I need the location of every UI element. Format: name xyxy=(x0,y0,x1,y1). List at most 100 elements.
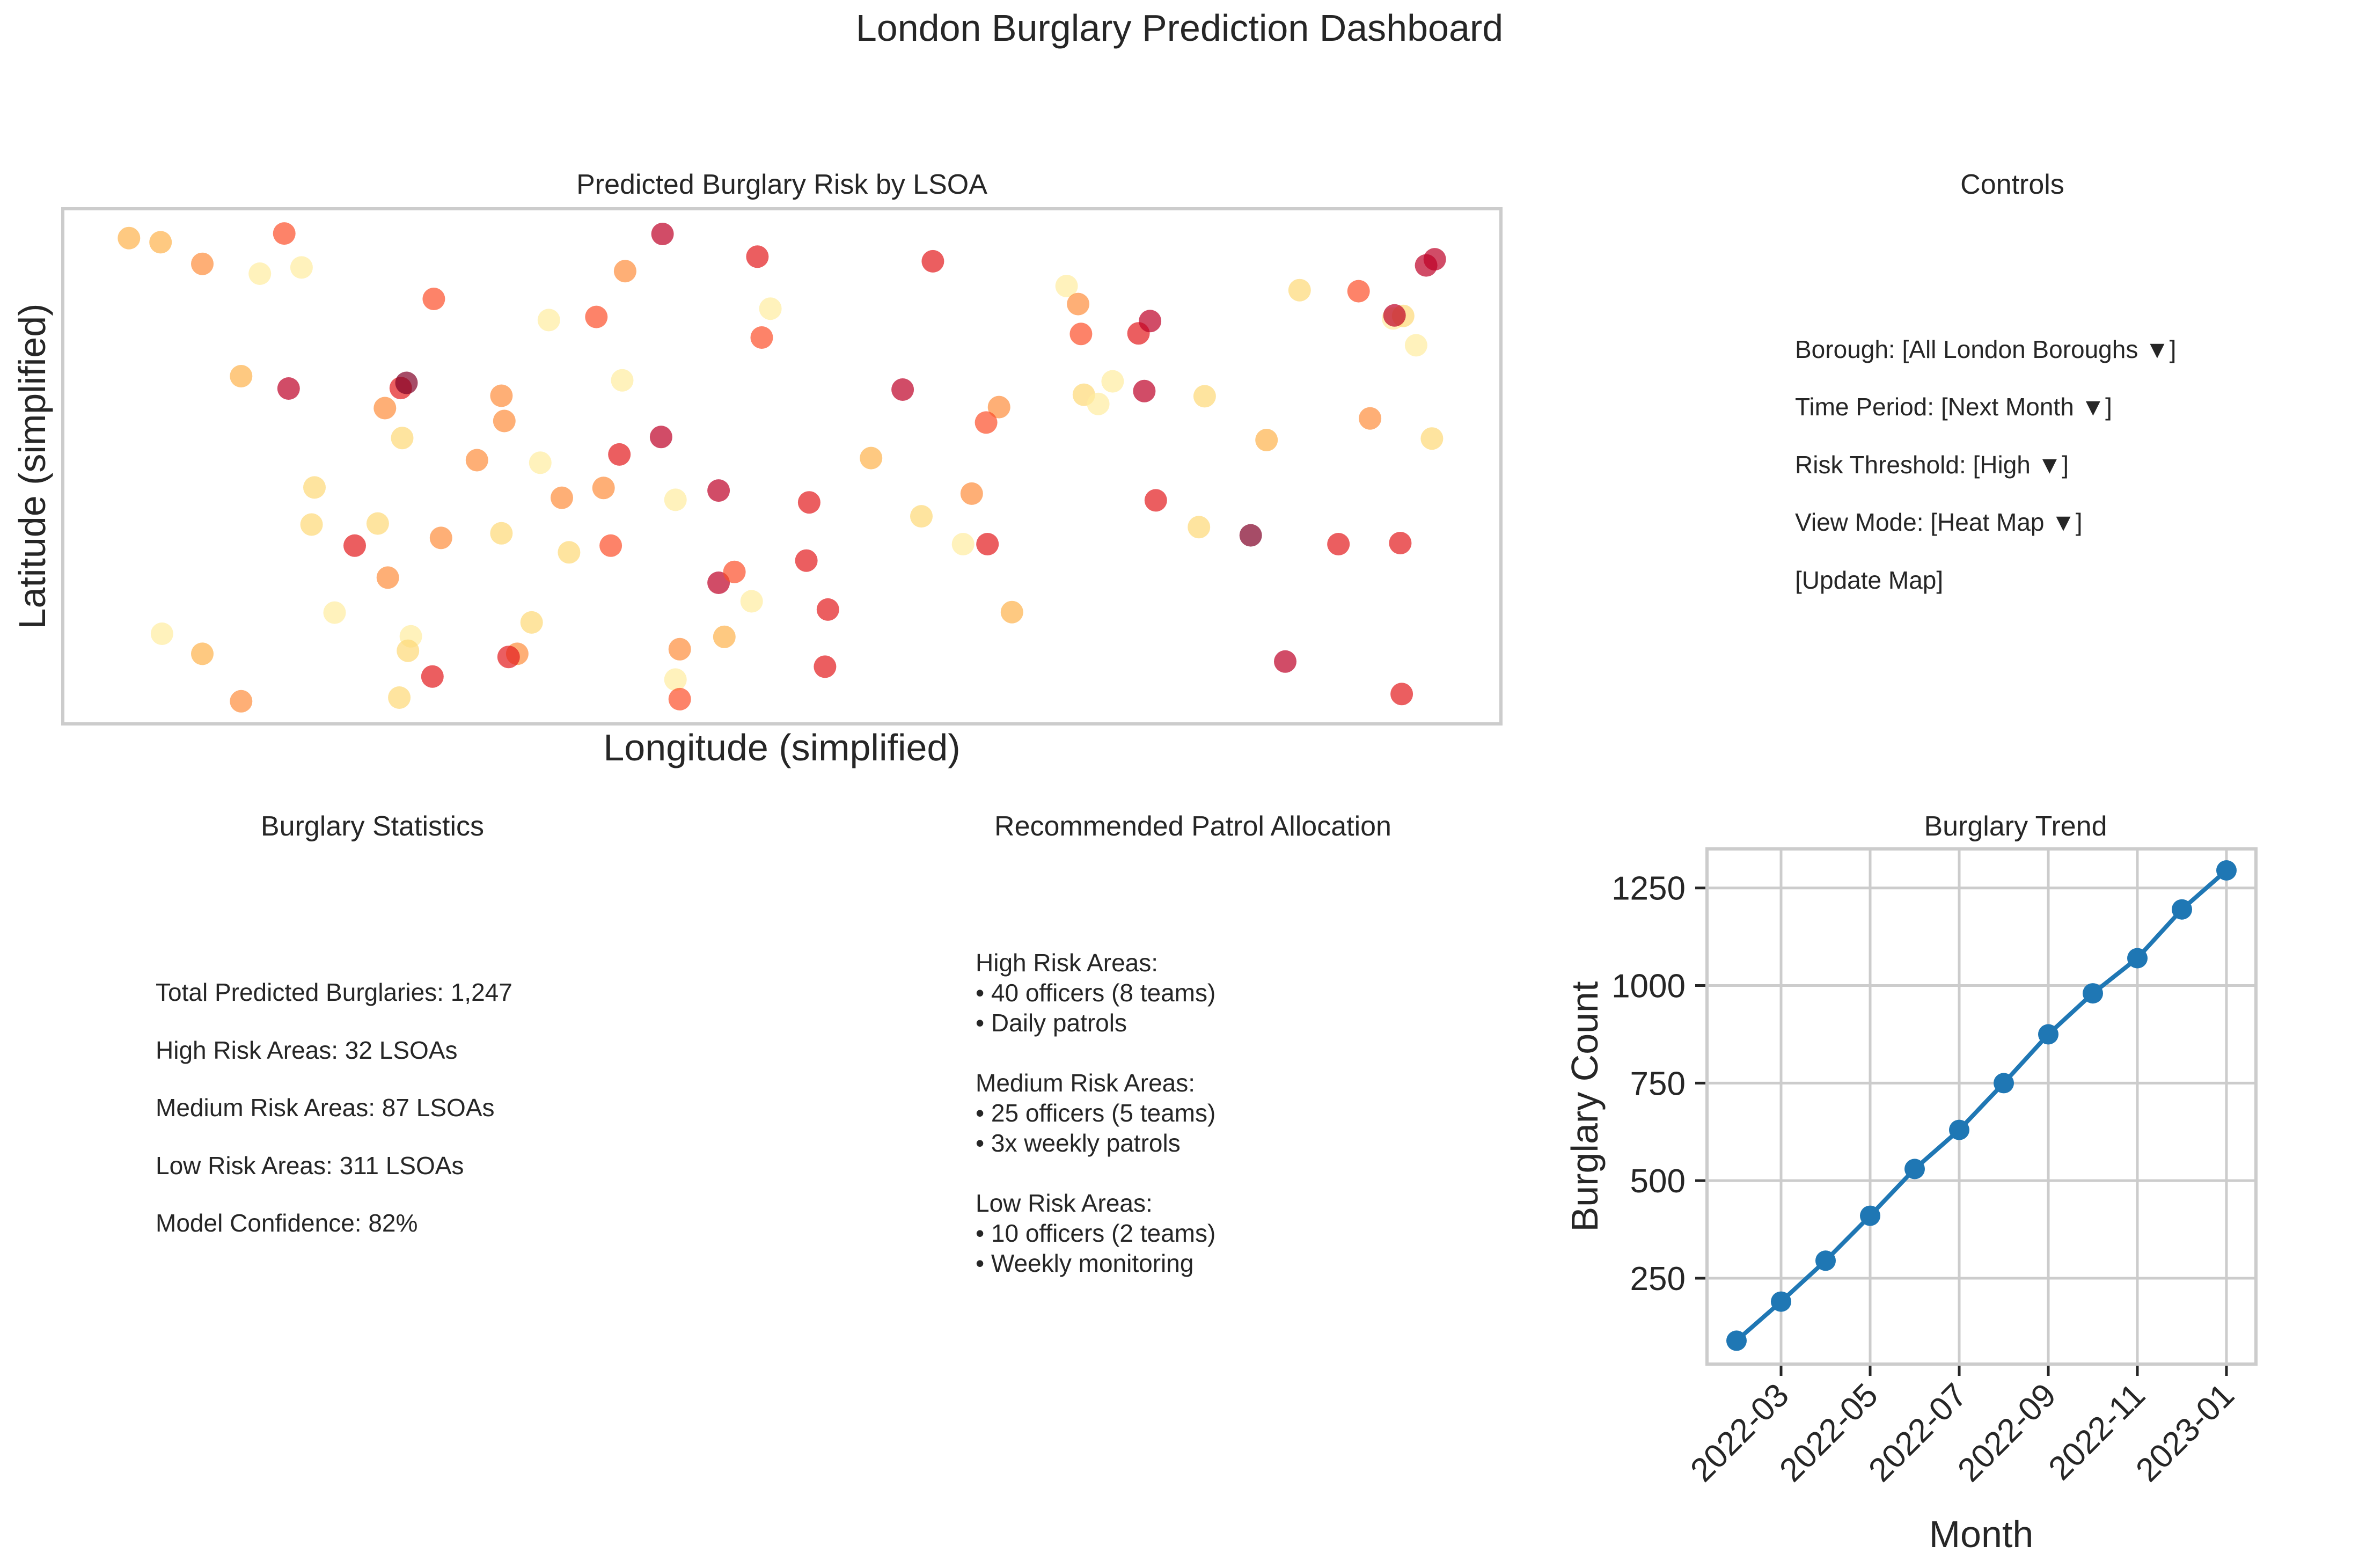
risk-point xyxy=(1000,600,1023,624)
risk-point xyxy=(1193,385,1216,408)
risk-point xyxy=(397,639,420,662)
risk-map-frame xyxy=(61,207,1503,726)
risk-point xyxy=(118,226,141,250)
trend-ytick-label: 1250 xyxy=(1611,870,1686,907)
risk-point xyxy=(592,477,615,500)
risk-point xyxy=(1055,275,1078,297)
risk-map-xlabel: Longitude (simplified) xyxy=(603,727,960,768)
trend-point xyxy=(2216,860,2237,881)
dashboard-title: London Burglary Prediction Dashboard xyxy=(855,7,1504,49)
stat-total-predicted: Total Predicted Burglaries: 1,247 xyxy=(156,978,512,1006)
risk-point xyxy=(1327,533,1350,555)
risk-point xyxy=(1415,254,1438,277)
update-map-button[interactable]: [Update Map] xyxy=(1795,566,1944,594)
patrol-allocation-text: High Risk Areas: • 40 officers (8 teams)… xyxy=(976,949,1216,1277)
risk-point xyxy=(1188,516,1211,539)
stat-high-risk: High Risk Areas: 32 LSOAs xyxy=(156,1036,458,1064)
trend-title: Burglary Trend xyxy=(1924,811,2107,842)
trend-point xyxy=(1949,1119,1969,1140)
risk-point xyxy=(1255,429,1278,451)
trend-point xyxy=(2038,1024,2058,1045)
risk-point xyxy=(668,638,691,661)
risk-point xyxy=(490,522,513,545)
risk-point xyxy=(746,245,769,268)
risk-point xyxy=(816,598,839,621)
risk-point xyxy=(1347,280,1370,303)
risk-point xyxy=(373,397,397,420)
risk-point xyxy=(191,642,214,665)
stat-low-risk: Low Risk Areas: 311 LSOAs xyxy=(156,1152,464,1179)
risk-point xyxy=(910,505,933,528)
risk-point xyxy=(1404,334,1427,357)
risk-point xyxy=(951,533,975,555)
risk-point xyxy=(1274,650,1296,673)
risk-point xyxy=(191,252,214,275)
trend-point xyxy=(1771,1291,1791,1312)
risk-point xyxy=(551,486,573,509)
trend-ylabel: Burglary Count xyxy=(1564,981,1606,1232)
risk-point xyxy=(960,482,983,505)
risk-point xyxy=(750,326,773,349)
risk-point xyxy=(921,250,944,273)
risk-point xyxy=(797,491,820,514)
borough-dropdown[interactable]: Borough: [All London Boroughs ▼] xyxy=(1795,335,2177,363)
risk-point xyxy=(1139,310,1162,333)
risk-point xyxy=(585,305,608,328)
patrol-title: Recommended Patrol Allocation xyxy=(994,811,1391,842)
trend-point xyxy=(1726,1330,1747,1351)
risk-point xyxy=(987,395,1010,419)
risk-point xyxy=(664,488,687,511)
risk-point xyxy=(277,377,300,400)
risk-point xyxy=(707,479,730,502)
risk-point xyxy=(975,411,998,434)
trend-line xyxy=(1735,868,2228,1343)
view-mode-dropdown[interactable]: View Mode: [Heat Map ▼] xyxy=(1795,508,2083,536)
risk-point xyxy=(493,409,516,433)
trend-xtick-label: 2022-05 xyxy=(1772,1376,1885,1489)
trend-xtick-label: 2022-11 xyxy=(2041,1376,2152,1487)
risk-point xyxy=(668,687,691,710)
risk-point xyxy=(1383,304,1406,327)
risk-point xyxy=(376,566,399,589)
risk-point xyxy=(713,625,736,648)
risk-point xyxy=(1069,323,1093,346)
risk-point xyxy=(529,451,552,474)
risk-threshold-dropdown[interactable]: Risk Threshold: [High ▼] xyxy=(1795,451,2069,479)
risk-point xyxy=(343,534,366,557)
risk-point xyxy=(395,371,418,394)
risk-point xyxy=(1144,489,1167,512)
risk-point xyxy=(814,655,837,678)
trend-point xyxy=(2083,983,2103,1004)
risk-point xyxy=(490,384,513,407)
risk-point xyxy=(303,476,326,499)
risk-point xyxy=(608,443,631,466)
risk-point xyxy=(422,288,445,310)
trend-series xyxy=(1726,860,2237,1351)
trend-xtick-label: 2023-01 xyxy=(2129,1376,2241,1489)
risk-point xyxy=(1288,279,1311,302)
trend-point xyxy=(1815,1250,1836,1271)
risk-point xyxy=(860,446,883,470)
risk-point xyxy=(611,369,634,392)
trend-xtick-label: 2022-09 xyxy=(1951,1376,2063,1489)
trend-point xyxy=(1994,1073,2014,1094)
risk-point xyxy=(664,668,687,691)
risk-point xyxy=(290,256,313,279)
risk-point xyxy=(651,223,674,245)
risk-point xyxy=(795,549,818,572)
risk-point xyxy=(429,526,452,549)
risk-point xyxy=(649,426,672,449)
trend-ytick-label: 750 xyxy=(1630,1065,1686,1102)
time-period-dropdown[interactable]: Time Period: [Next Month ▼] xyxy=(1795,393,2112,421)
risk-point xyxy=(759,297,782,320)
risk-map-ylabel: Latitude (simplified) xyxy=(11,304,53,629)
risk-point xyxy=(520,611,543,634)
risk-point xyxy=(891,378,914,401)
trend-point xyxy=(1904,1159,1925,1179)
risk-point xyxy=(558,541,581,564)
risk-point xyxy=(1420,427,1444,450)
risk-point xyxy=(1359,407,1382,430)
risk-point xyxy=(723,560,746,583)
trend-chart: 250500750100012502022-032022-052022-0720… xyxy=(1564,847,2258,1555)
risk-point xyxy=(421,665,444,688)
